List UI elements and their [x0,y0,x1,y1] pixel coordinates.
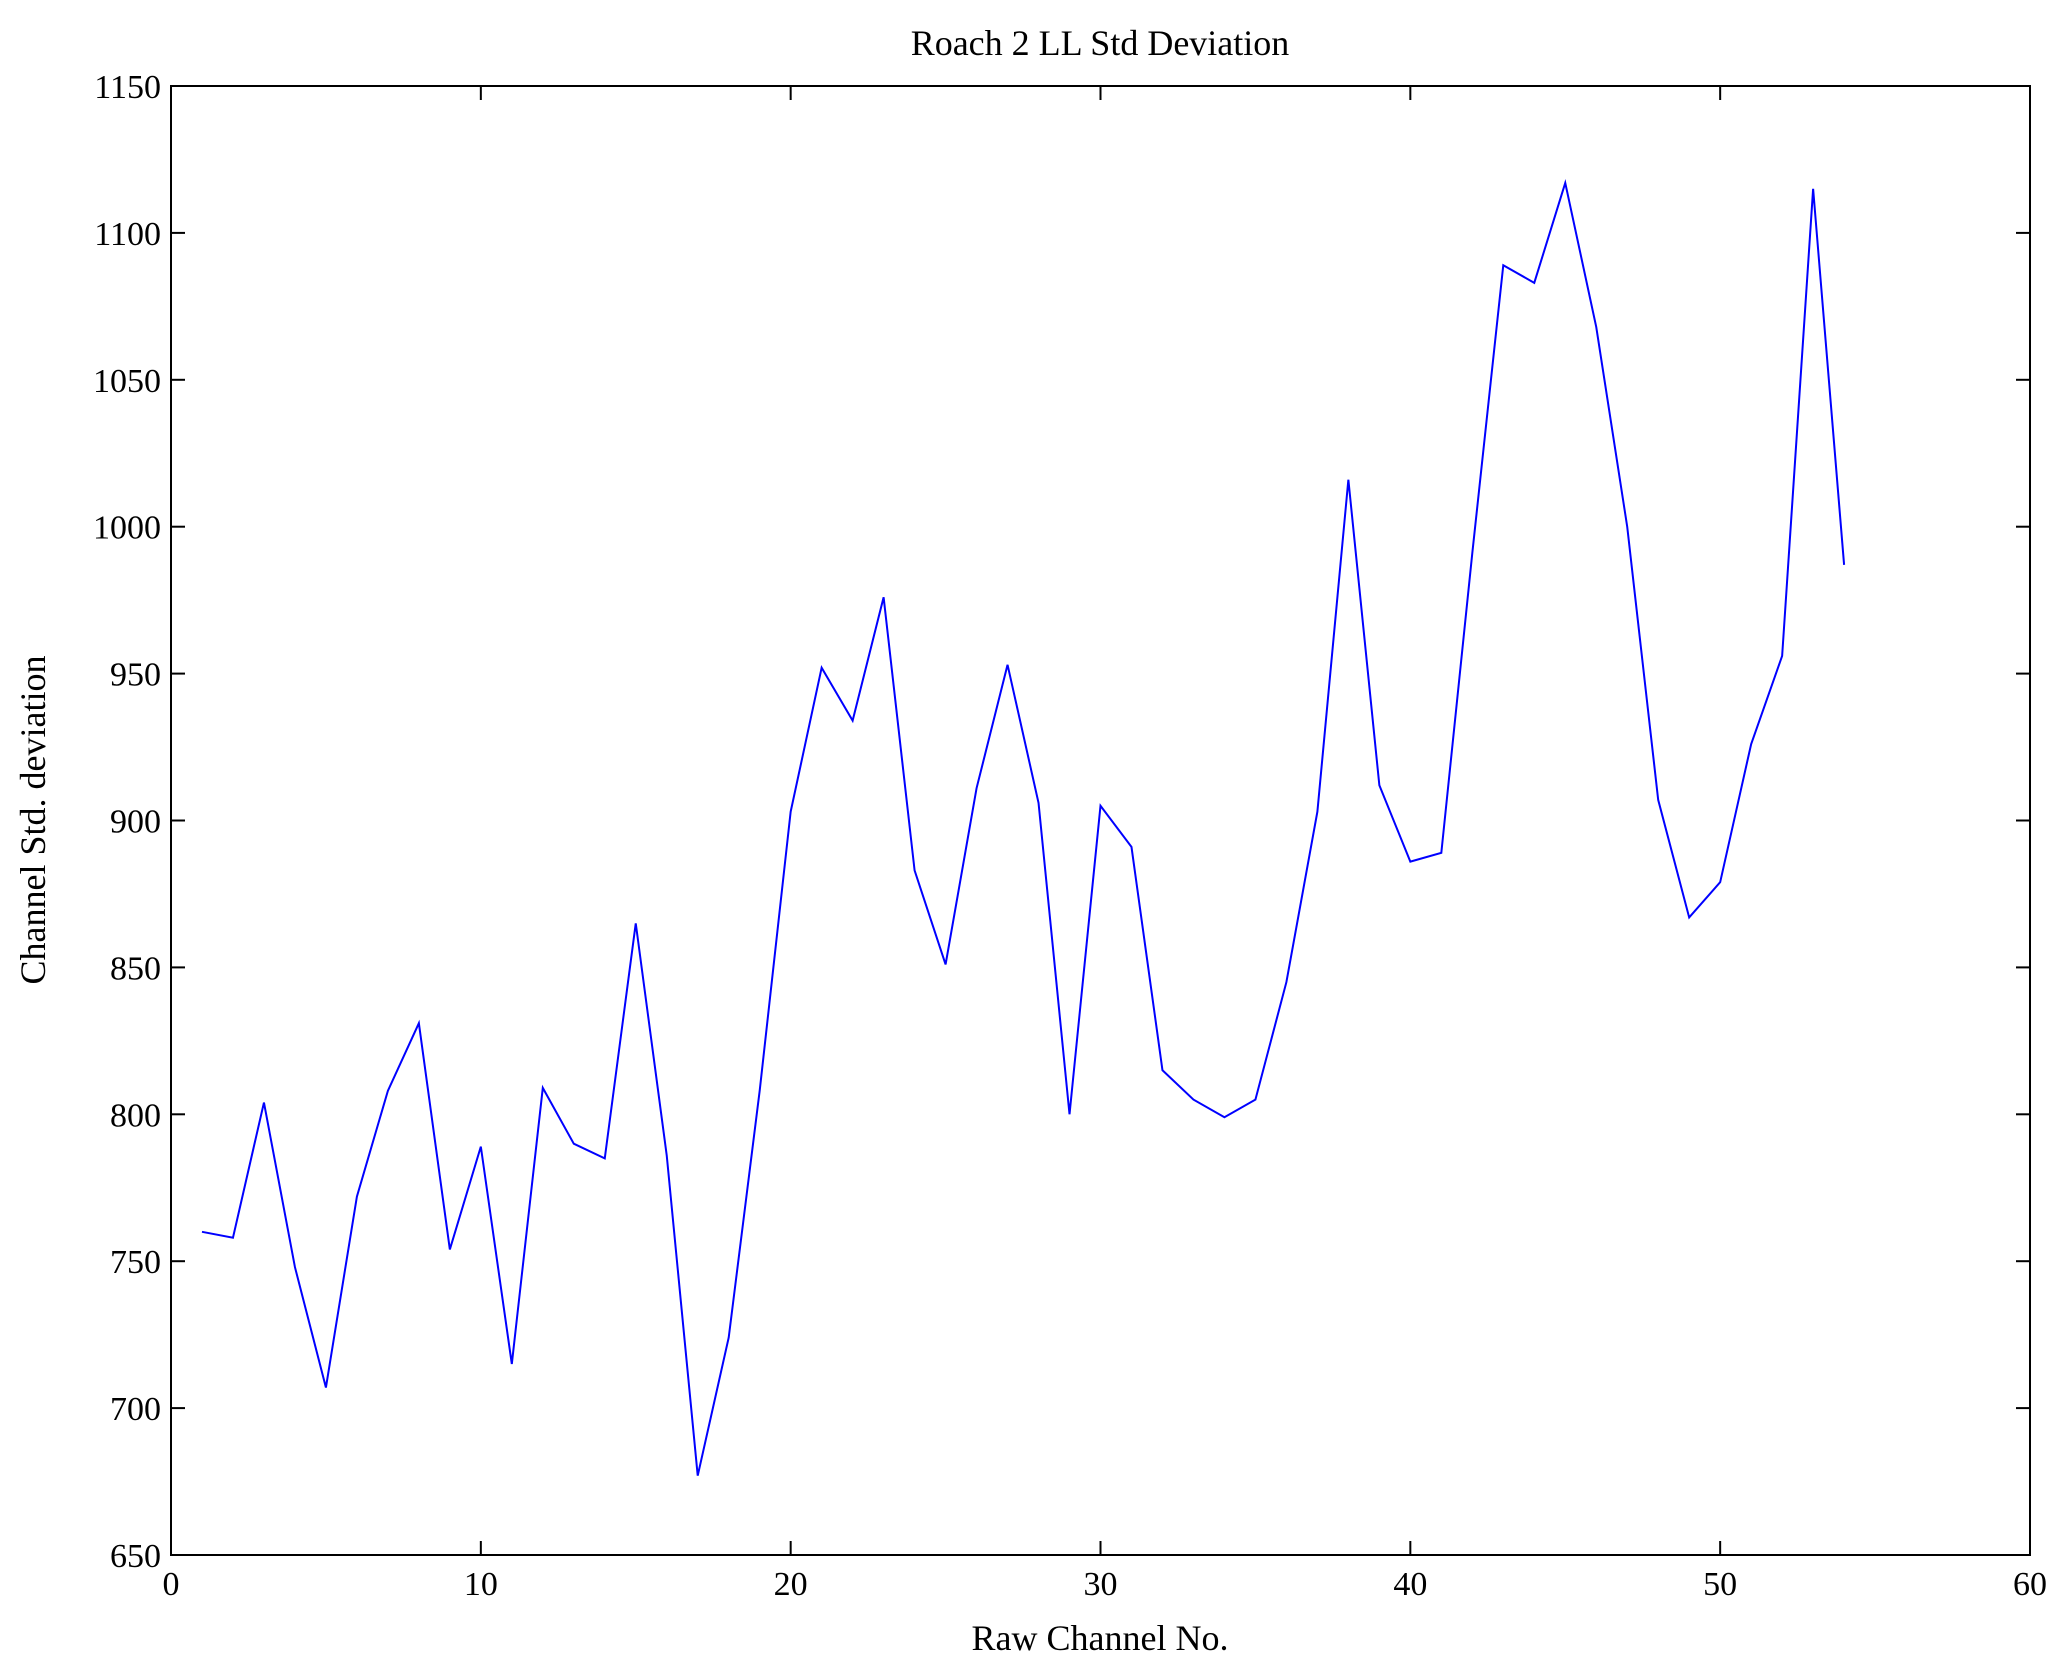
x-tick-label: 40 [1393,1566,1427,1603]
x-tick-label: 50 [1703,1566,1737,1603]
series-line [201,179,1846,1476]
x-axis-label: Raw Channel No. [972,1618,1229,1658]
y-tick-label: 700 [110,1391,161,1428]
chart-title: Roach 2 LL Std Deviation [911,23,1290,63]
x-tick-label: 10 [464,1566,498,1603]
plot-frame [170,85,2031,1556]
y-tick-label: 950 [110,657,161,694]
y-tick-label: 650 [110,1538,161,1575]
x-tick-label: 0 [163,1566,180,1603]
x-tick-label: 60 [2013,1566,2047,1603]
y-axis-label: Channel Std. deviation [13,656,53,985]
y-tick-label: 1150 [94,69,161,106]
y-tick-label: 1100 [94,216,161,253]
y-tick-label: 1050 [93,363,161,400]
y-tick-label: 850 [110,950,161,987]
y-tick-label: 800 [110,1097,161,1134]
y-tick-label: 900 [110,804,161,841]
x-tick-label: 20 [774,1566,808,1603]
y-tick-label: 750 [110,1244,161,1281]
y-tick-label: 1000 [93,510,161,547]
x-tick-label: 30 [1084,1566,1118,1603]
